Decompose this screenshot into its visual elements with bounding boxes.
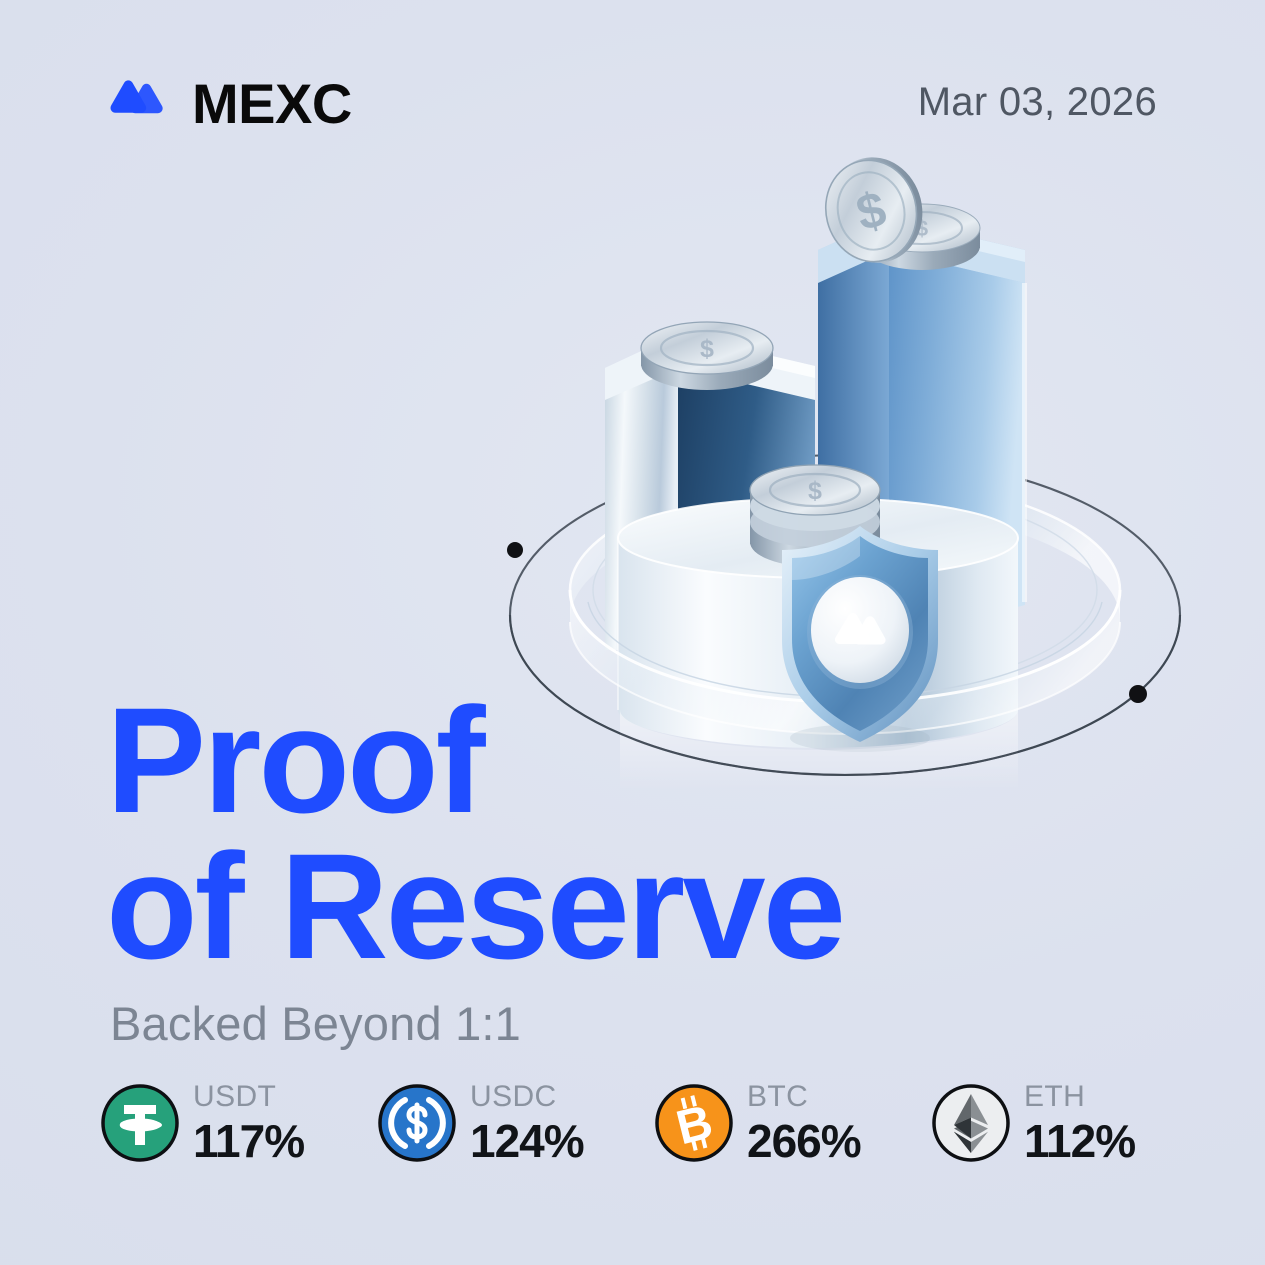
reserve-symbol: USDC	[470, 1080, 557, 1113]
reserve-ratio: 112%	[1024, 1115, 1136, 1167]
coin-stack-mid: $	[640, 321, 774, 390]
mexc-logo: MEXC	[110, 76, 352, 132]
reserve-ratio: 266%	[747, 1115, 862, 1167]
proof-of-reserve-illustration: $ $	[470, 150, 1230, 810]
mexc-wordmark: MEXC	[192, 72, 352, 135]
usdc-icon	[377, 1083, 457, 1163]
page-subtitle: Backed Beyond 1:1	[110, 997, 522, 1050]
poster-date: Mar 03, 2026	[917, 80, 1157, 124]
reserve-item-eth: ETH 112%	[931, 1082, 1208, 1164]
reserve-symbol: ETH	[1024, 1080, 1086, 1113]
reserve-item-usdt: USDT 117%	[100, 1082, 377, 1164]
reserve-ratio-list: USDT 117% USDC 124%	[100, 1082, 1208, 1164]
poster-header: MEXC Mar 03, 2026	[0, 0, 1265, 190]
reserve-symbol: USDT	[193, 1080, 277, 1113]
bitcoin-icon: B	[654, 1083, 734, 1163]
reserve-symbol: BTC	[747, 1080, 809, 1113]
tether-icon	[100, 1083, 180, 1163]
floor-reflection	[620, 710, 1018, 790]
security-shield	[782, 526, 938, 752]
svg-text:$: $	[808, 477, 822, 505]
reserve-item-usdc: USDC 124%	[377, 1082, 654, 1164]
page-title: Proof of Reserve	[106, 676, 846, 990]
orbit-dot-left	[507, 542, 523, 558]
orbit-dot-right	[1129, 685, 1147, 703]
mexc-logo-mark-icon	[110, 79, 176, 129]
coin-stack-tall: $ $	[824, 157, 981, 270]
reserve-ratio: 117%	[193, 1115, 305, 1167]
svg-text:$: $	[700, 335, 714, 363]
shield-mexc-logo-mark-icon	[834, 612, 886, 645]
reserve-ratio: 124%	[470, 1115, 585, 1167]
ethereum-icon	[931, 1083, 1011, 1163]
reserve-item-btc: B BTC 266%	[654, 1082, 931, 1164]
